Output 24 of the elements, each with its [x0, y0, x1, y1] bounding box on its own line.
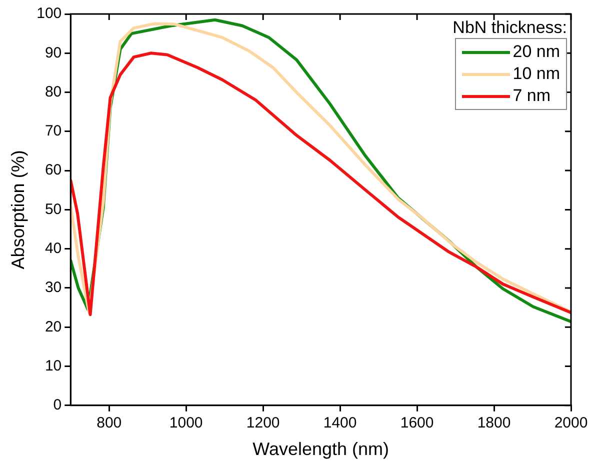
- legend-label: 20 nm: [512, 42, 560, 62]
- y-tick-label: 90: [44, 44, 62, 62]
- x-tick-label: 1400: [323, 414, 357, 432]
- y-tick-label: 0: [53, 396, 62, 414]
- x-tick-label: 1800: [477, 414, 511, 432]
- y-tick-label: 20: [44, 318, 62, 336]
- legend-label: 7 nm: [512, 86, 551, 106]
- y-tick-label: 100: [36, 5, 62, 22]
- x-tick-label: 800: [96, 414, 122, 432]
- legend-label: 10 nm: [512, 64, 560, 84]
- y-tick-label: 40: [44, 240, 62, 257]
- y-tick-label: 70: [44, 122, 62, 140]
- y-tick-label: 80: [44, 83, 62, 100]
- y-tick-label: 60: [44, 162, 62, 179]
- x-tick-label: 1600: [400, 414, 434, 432]
- legend-title: NbN thickness:: [452, 18, 567, 38]
- y-axis-title: Absorption (%): [8, 150, 28, 270]
- y-tick-label: 30: [44, 279, 62, 296]
- x-axis-title: Wavelength (nm): [252, 439, 390, 460]
- y-tick-label: 50: [44, 200, 62, 218]
- y-tick-label: 10: [44, 357, 62, 374]
- x-tick-label: 1200: [246, 414, 280, 432]
- x-tick-label: 1000: [169, 414, 203, 432]
- x-tick-label: 2000: [554, 414, 588, 432]
